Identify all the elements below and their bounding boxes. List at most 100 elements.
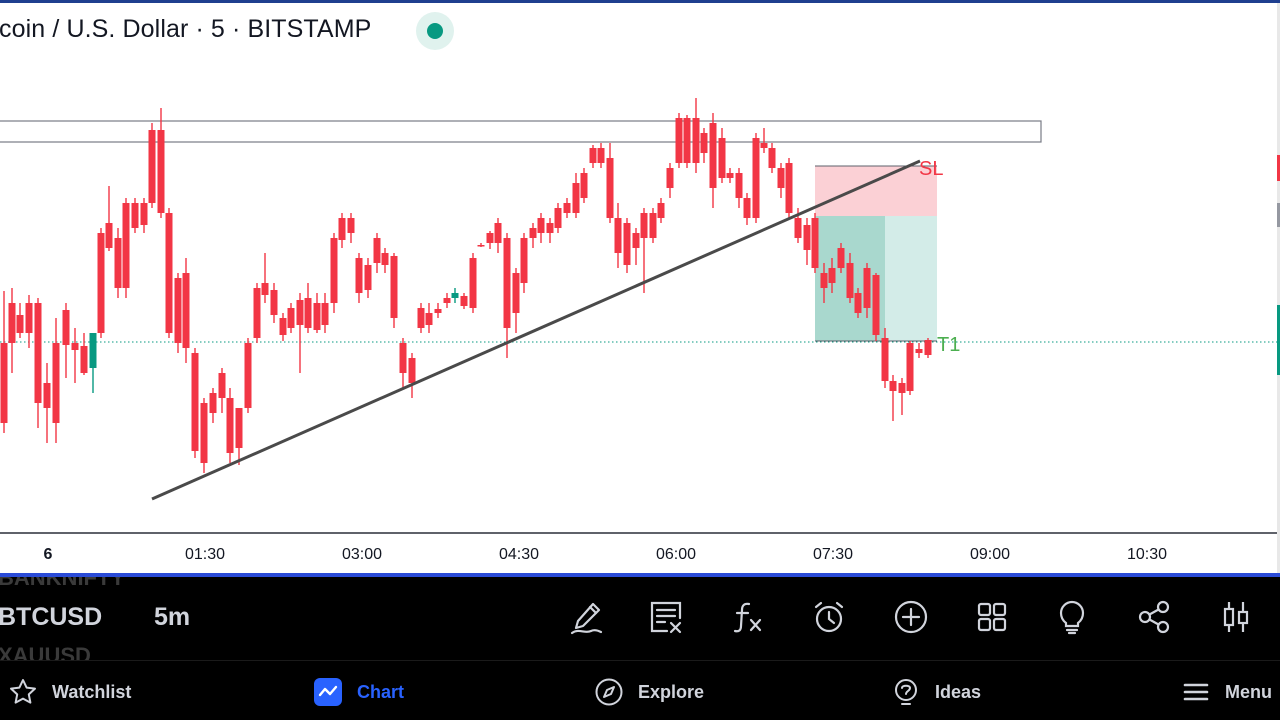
candle-down [752, 138, 760, 218]
candle-down [0, 343, 8, 423]
candle-down [443, 298, 451, 303]
price-marker-green [1277, 305, 1280, 375]
candle-down [709, 123, 717, 188]
market-status-icon[interactable] [416, 12, 454, 50]
candle-down [469, 258, 477, 308]
share-icon[interactable] [1132, 595, 1176, 639]
watchlist-ghost-item[interactable]: XAUUSD [0, 643, 91, 660]
candle-down [683, 118, 691, 163]
candle-down [287, 308, 295, 328]
nav-watchlist-label: Watchlist [52, 681, 132, 702]
plus-circle-icon[interactable] [889, 595, 933, 639]
nav-explore[interactable]: Explore [594, 677, 704, 707]
candle-down [381, 253, 389, 265]
text-note-icon[interactable] [644, 595, 688, 639]
candle-down [364, 265, 372, 290]
candle-down [279, 318, 287, 335]
candle-down [898, 383, 906, 393]
price-scale-edge[interactable] [1277, 3, 1280, 573]
candle-down [182, 273, 190, 348]
fx-icon[interactable] [726, 595, 770, 639]
candle-down [906, 343, 914, 391]
candle-down [304, 298, 312, 328]
candle-down [16, 315, 24, 333]
chart-canvas[interactable]: SL T1 [0, 3, 1280, 573]
candle-down [425, 313, 433, 325]
nav-watchlist[interactable]: Watchlist [8, 677, 131, 707]
candle-down [924, 340, 932, 355]
candle-down [408, 358, 416, 383]
candle-down [692, 118, 700, 163]
candle-down [503, 238, 511, 328]
candle-down [640, 213, 648, 238]
candle-down [347, 218, 355, 233]
candle-down [235, 408, 243, 448]
candle-down [614, 218, 622, 253]
time-axis-label: 01:30 [184, 546, 226, 563]
ticker-symbol[interactable]: BTCUSD [0, 603, 103, 631]
candle-down [785, 163, 793, 213]
candle-down [649, 213, 657, 238]
hamburger-icon [1181, 677, 1211, 707]
candle-down [80, 346, 88, 373]
symbol-title[interactable]: tcoin / U.S. Dollar · 5 · BITSTAMP [0, 15, 372, 43]
candle-down [494, 223, 502, 243]
candle-down [512, 273, 520, 313]
candle-down [296, 300, 304, 325]
candle-down [477, 245, 485, 247]
candle-down [253, 288, 261, 338]
time-axis-label: 09:00 [969, 546, 1011, 563]
bottom-toolbar: BANKNIFTY BTCUSD 5m XAUUSD [0, 577, 1280, 660]
candle-down [580, 173, 588, 198]
candle-down [768, 148, 776, 168]
candle-down [606, 158, 614, 218]
candle-down [25, 303, 33, 333]
nav-menu[interactable]: Menu [1181, 677, 1272, 707]
nav-ideas-label: Ideas [935, 681, 982, 702]
candle-down [131, 203, 139, 228]
candle-down [537, 218, 545, 233]
bottom-navigation: Watchlist Chart Explore Ideas Menu [0, 660, 1280, 720]
candle-down [675, 118, 683, 163]
candle-down [52, 343, 60, 423]
lightbulb-icon[interactable] [1050, 595, 1094, 639]
pen-icon[interactable] [564, 595, 608, 639]
time-axis-label: 10:30 [1126, 546, 1168, 563]
candle-down [666, 168, 674, 188]
candle-down [846, 263, 854, 298]
chart-area[interactable]: SL T1 tcoin / U.S. Dollar · 5 · BITSTAMP … [0, 3, 1280, 573]
candle-down [261, 283, 269, 295]
candle-down [837, 248, 845, 268]
nav-chart[interactable]: Chart [313, 677, 404, 707]
candle-down [399, 343, 407, 373]
candle-down [373, 238, 381, 263]
candles-icon[interactable] [1214, 595, 1258, 639]
candle-down [218, 373, 226, 398]
compass-icon [594, 677, 624, 707]
candle-down [114, 238, 122, 288]
alarm-icon[interactable] [807, 595, 851, 639]
grid-icon[interactable] [970, 595, 1014, 639]
candle-down [777, 168, 785, 188]
panel-divider [0, 573, 1280, 577]
candle-down [71, 343, 79, 350]
time-axis-label: 04:30 [498, 546, 540, 563]
time-axis-label: 6 [43, 546, 53, 563]
candle-down [200, 403, 208, 463]
candle-down [726, 173, 734, 178]
candle-down [794, 218, 802, 238]
watchlist-ghost-item[interactable]: BANKNIFTY [0, 577, 126, 590]
chart-icon [313, 677, 343, 707]
candle-down [105, 223, 113, 248]
interval-selector[interactable]: 5m [154, 603, 191, 631]
candle-down [270, 290, 278, 315]
candle-down [718, 138, 726, 178]
candle-down [811, 218, 819, 268]
nav-ideas[interactable]: Ideas [891, 677, 981, 707]
nav-chart-label: Chart [357, 681, 405, 702]
candle-down [165, 213, 173, 333]
candle-down [62, 310, 70, 345]
candle-down [563, 203, 571, 213]
candle-up [89, 333, 97, 368]
candle-down [390, 256, 398, 318]
